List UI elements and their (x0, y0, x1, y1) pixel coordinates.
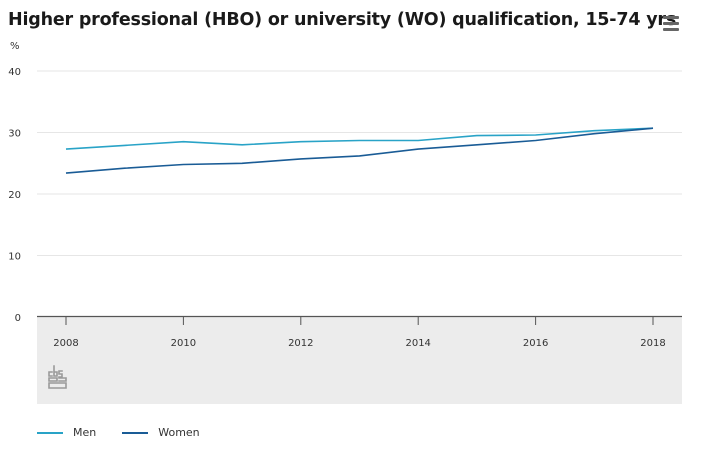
menu-bar (663, 22, 679, 25)
x-tick-label: 2008 (53, 338, 78, 349)
legend: Men Women (37, 426, 200, 439)
data-point-women[interactable] (297, 155, 305, 163)
hamburger-menu-icon[interactable] (660, 16, 682, 36)
data-point-women[interactable] (532, 136, 540, 144)
data-point-women[interactable] (238, 159, 246, 167)
data-point-women[interactable] (121, 164, 129, 172)
data-point-men[interactable] (238, 141, 246, 149)
data-point-women[interactable] (590, 130, 598, 138)
data-point-women[interactable] (649, 124, 657, 132)
legend-item-men[interactable]: Men (37, 426, 96, 439)
x-axis-ticks: 2008 2010 2012 2014 2016 2018 (53, 317, 666, 349)
legend-swatch-women (122, 431, 149, 434)
data-point-men[interactable] (414, 136, 422, 144)
data-point-women[interactable] (356, 152, 364, 160)
y-axis-ticks: 0 10 20 30 40 (8, 67, 21, 324)
data-point-men[interactable] (62, 145, 70, 153)
data-point-men[interactable] (297, 138, 305, 146)
y-axis-unit: % (10, 41, 20, 52)
series-lines (62, 124, 657, 177)
menu-bar (663, 16, 679, 19)
legend-label-women: Women (158, 426, 200, 439)
data-point-women[interactable] (473, 141, 481, 149)
data-point-men[interactable] (121, 141, 129, 149)
x-axis-band (37, 317, 682, 404)
y-tick-label: 30 (8, 129, 21, 140)
data-point-women[interactable] (179, 160, 187, 168)
series-line-women[interactable] (65, 127, 654, 174)
data-point-women[interactable] (62, 169, 70, 177)
menu-bar (663, 28, 679, 31)
y-tick-label: 10 (8, 252, 21, 263)
cbs-logo-icon (48, 365, 67, 389)
chart-title: Higher professional (HBO) or university … (8, 10, 677, 30)
x-tick-label: 2018 (640, 338, 665, 349)
x-tick-label: 2010 (171, 338, 196, 349)
series-line-men[interactable] (65, 127, 654, 150)
y-tick-label: 0 (15, 313, 21, 324)
legend-item-women[interactable]: Women (122, 426, 200, 439)
data-point-men[interactable] (179, 138, 187, 146)
y-tick-label: 40 (8, 67, 21, 78)
y-tick-label: 20 (8, 190, 21, 201)
x-tick-label: 2016 (523, 338, 548, 349)
data-point-women[interactable] (414, 145, 422, 153)
grid-lines (37, 70, 682, 256)
x-tick-label: 2012 (288, 338, 313, 349)
x-tick-label: 2014 (405, 338, 430, 349)
legend-label-men: Men (73, 426, 97, 439)
data-point-men[interactable] (473, 132, 481, 140)
data-point-men[interactable] (356, 136, 364, 144)
legend-swatch-men (37, 431, 63, 434)
